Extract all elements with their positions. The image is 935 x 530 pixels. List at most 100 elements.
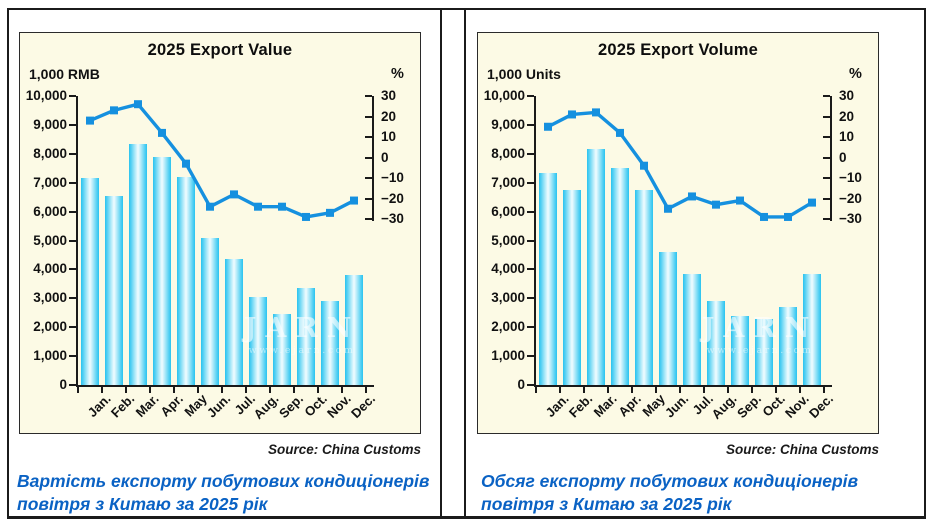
x-axis-tick [125,387,127,393]
x-axis-tick [559,387,561,393]
right-axis-tick [823,156,830,159]
line-marker [592,108,600,117]
left-axis-tick-label: 2,000 [491,319,525,335]
line-marker [736,196,744,205]
bar-sep [731,315,749,385]
bar-nov [779,306,797,385]
left-axis-tick [527,95,534,97]
right-axis-tick-label: −30 [381,211,404,226]
x-axis-tick [269,387,271,393]
line-marker [664,204,672,213]
line-marker [230,190,238,199]
month-label-aug: Aug. [708,391,740,423]
chart-caption: Обсяг експорту побутових кондиціонерів п… [481,470,921,516]
right-axis-tick [365,197,372,200]
x-axis-tick [149,387,151,393]
left-axis-tick-label: 0 [517,377,525,392]
left-axis-tick [527,210,534,213]
line-marker [254,202,262,211]
left-axis-tick [69,268,76,271]
left-axis-tick-label: 10,000 [25,88,67,103]
line-marker [712,200,720,209]
x-axis-tick [799,387,801,393]
left-axis-tick-label: 3,000 [33,290,67,306]
left-axis-tick [527,152,534,155]
left-axis-tick-label: 4,000 [33,261,67,277]
left-axis-tick-label: 1,000 [33,348,67,364]
left-axis-tick-label: 0 [59,377,67,392]
bar-oct [755,318,773,385]
x-axis-tick [727,387,729,393]
right-axis-tick-label: 10 [381,129,397,144]
x-axis-tick [101,387,103,393]
line-marker [688,192,696,201]
month-label-dec: Dec. [805,391,836,422]
left-axis-tick [69,181,76,184]
left-axis-tick-label: 4,000 [491,261,525,277]
table-frame [7,8,926,519]
left-axis-unit-label: 1,000 Units [487,66,561,82]
right-axis-tick [823,95,830,97]
line-marker [134,100,142,109]
bar-aug [707,301,725,385]
line-marker [278,202,286,211]
right-axis-tick [365,177,372,179]
bar-aug [249,296,267,385]
x-axis-tick [197,387,199,393]
left-axis-tick [69,152,76,155]
left-axis-tick [527,268,534,271]
x-axis-tick [679,387,681,393]
month-label-sep: Sep. [733,391,764,422]
left-axis-tick [527,384,534,386]
line-marker [808,198,816,207]
right-axis-tick [365,115,372,118]
left-axis-unit-label: 1,000 RMB [29,66,100,82]
bar-jun [201,237,219,385]
left-axis-tick-label: 8,000 [491,145,525,161]
left-axis-tick [69,326,76,329]
bar-jan [81,178,99,385]
x-axis-tick [607,387,609,393]
x-axis-tick [293,387,295,393]
left-axis-tick-label: 8,000 [33,145,67,161]
left-axis-tick [527,239,534,242]
right-axis-tick-label: 30 [839,88,855,103]
left-axis-tick-label: 10,000 [483,88,525,103]
x-axis-tick [221,387,223,393]
right-axis-tick [823,197,830,200]
x-axis-tick [365,387,367,393]
month-label-mar: Mar. [132,391,162,421]
month-label-nov: Nov. [323,391,354,421]
x-axis-tick [703,387,705,393]
left-axis-tick-label: 2,000 [33,319,67,335]
caption-line-1: Обсяг експорту побутових кондиціонерів [481,471,859,491]
bar-sep [273,314,291,385]
x-axis-tick [245,387,247,393]
chart-title: 2025 Export Value [147,41,293,59]
left-axis-tick [527,297,534,300]
line-marker [544,122,552,131]
right-axis-tick [823,115,830,118]
bar-jul [225,259,243,385]
right-axis-tick-label: 10 [839,129,855,144]
caption-line-1: Вартість експорту побутових кондиціонері… [17,471,430,491]
left-axis-tick-label: 6,000 [33,203,67,219]
bar-mar [129,143,147,385]
right-axis-tick [365,136,372,138]
left-axis-tick-label: 5,000 [491,232,525,248]
right-axis-tick-label: −10 [839,170,862,185]
line-marker [302,212,310,221]
left-axis-tick-label: 9,000 [491,116,525,132]
cell-separator-right [464,8,466,519]
left-axis-tick-label: 3,000 [491,290,525,306]
left-axis-tick [527,326,534,329]
x-axis-tick [655,387,657,393]
source-credit: Source: China Customs [267,442,421,457]
left-axis-tick [69,95,76,97]
chart-caption: Вартість експорту побутових кондиціонері… [17,470,437,516]
left-axis-tick [69,355,76,358]
x-axis-tick [775,387,777,393]
line-marker [350,196,358,205]
month-label-feb: Feb. [566,391,596,421]
